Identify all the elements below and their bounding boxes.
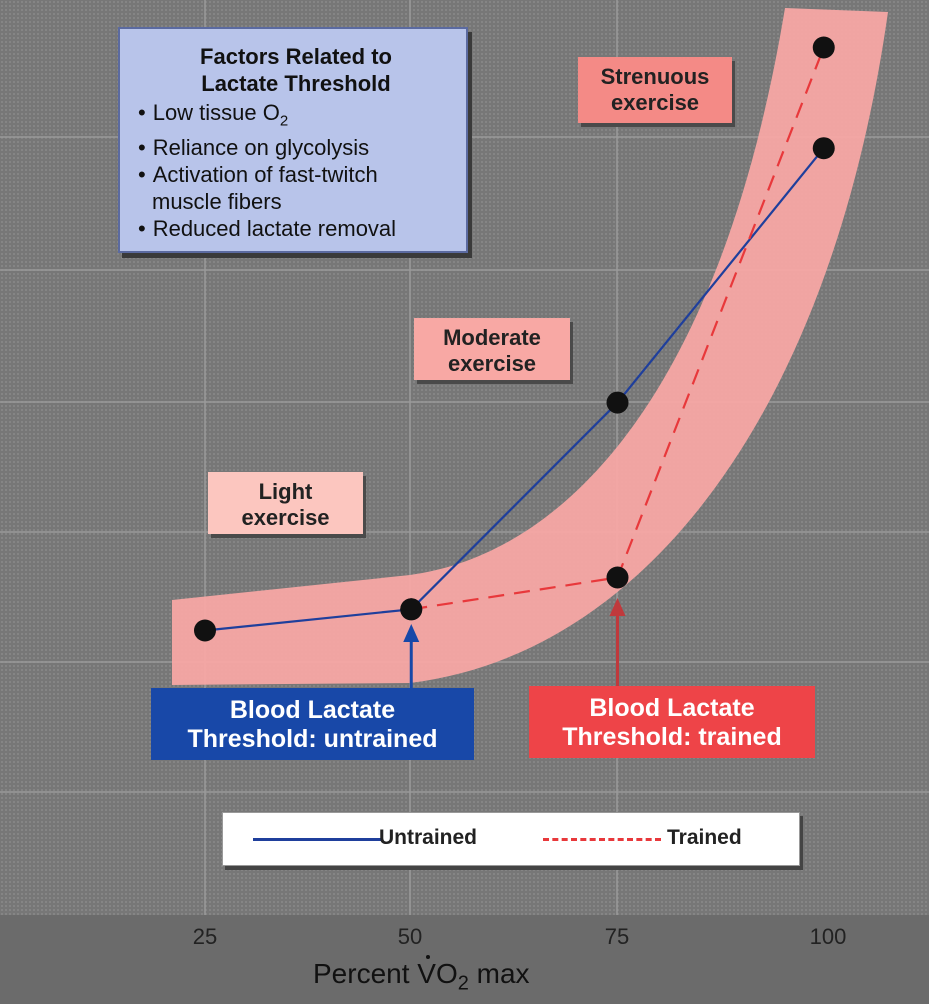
legend-swatch-trained: [543, 838, 661, 841]
data-point-untrained-100: [812, 137, 835, 160]
factors-info-box: Factors Related to Lactate Threshold Low…: [118, 27, 468, 253]
x-tick-label-100: 100: [809, 924, 847, 949]
factor-lactate-removal: Reduced lactate removal: [138, 215, 454, 242]
data-point-trained-50: [400, 598, 423, 621]
info-box-title: Factors Related to Lactate Threshold: [200, 44, 392, 96]
legend-label-trained: Trained: [667, 826, 742, 849]
x-tick-label-25: 25: [192, 924, 218, 949]
data-point-trained-75: [606, 566, 629, 589]
legend-swatch-untrained: [253, 838, 381, 841]
series-line-untrained: [204, 147, 825, 632]
x-tick-label-75: 75: [604, 924, 630, 949]
factor-fast-twitch: Activation of fast-twitch muscle fibers: [138, 161, 452, 215]
zone-label-moderate: Moderate exercise: [414, 318, 570, 380]
factor-low-tissue-o2: Low tissue O2: [138, 99, 454, 134]
threshold-arrow-trained: [609, 598, 626, 686]
threshold-arrow-untrained: [403, 624, 420, 688]
data-point-untrained-75: [606, 391, 629, 414]
zone-label-light: Light exercise: [208, 472, 363, 534]
chart-legend: Untrained Trained: [222, 812, 800, 866]
exercise-intensity-band: [172, 8, 888, 685]
lactate-chart: [0, 0, 929, 915]
threshold-label-trained: Blood Lactate Threshold: trained: [529, 686, 815, 758]
legend-label-untrained: Untrained: [379, 826, 478, 849]
factor-glycolysis: Reliance on glycolysis: [138, 134, 454, 161]
data-point-untrained-25: [194, 619, 216, 642]
zone-label-strenuous: Strenuous exercise: [578, 57, 732, 123]
x-tick-label-50: 50: [397, 924, 423, 949]
threshold-label-untrained: Blood Lactate Threshold: untrained: [151, 688, 474, 760]
data-point-trained-100: [812, 36, 835, 59]
